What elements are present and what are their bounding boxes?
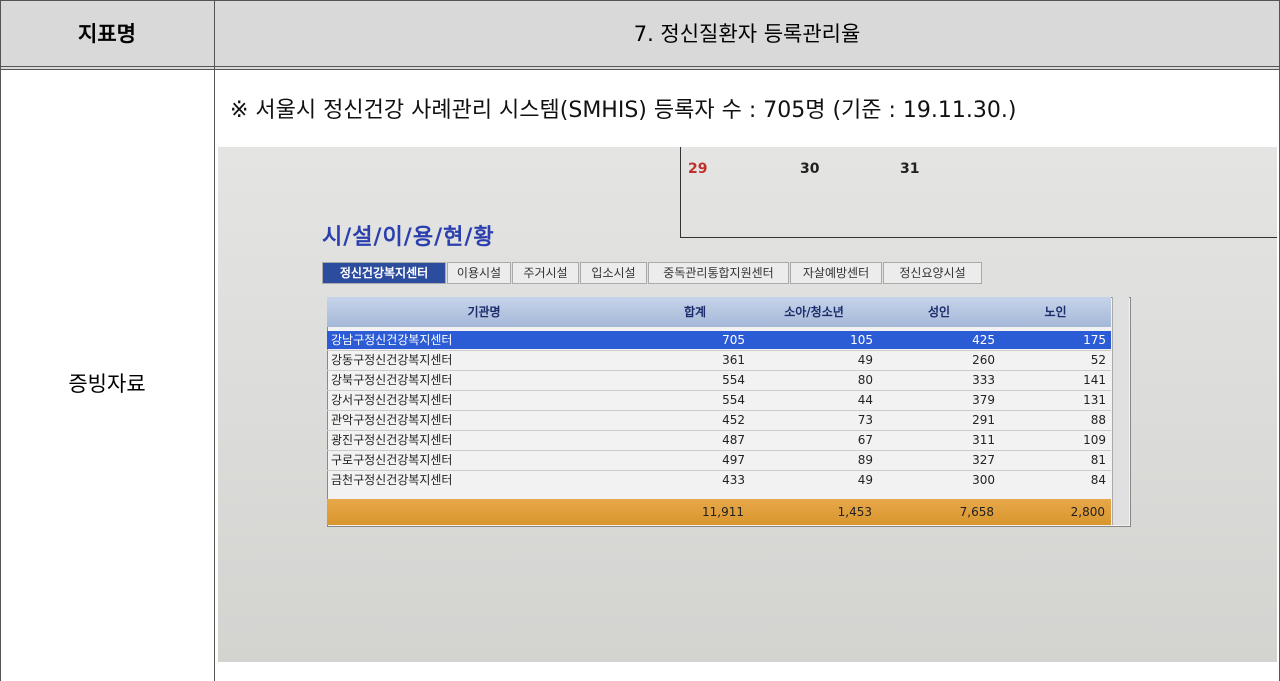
tab[interactable]: 중독관리통합지원센터 [648, 262, 789, 284]
table-cell: 554 [643, 391, 745, 410]
table-cell: 강남구정신건강복지센터 [331, 331, 635, 350]
table-cell: 52 [1003, 351, 1106, 370]
table-cell: 84 [1003, 471, 1106, 490]
row-line [327, 470, 1111, 471]
border [214, 0, 215, 681]
tab[interactable]: 자살예방센터 [790, 262, 882, 284]
table-cell: 80 [753, 371, 873, 390]
border [0, 66, 1280, 67]
table-cell: 327 [881, 451, 995, 470]
table-cell: 광진구정신건강복지센터 [331, 431, 635, 450]
table-cell: 433 [643, 471, 745, 490]
table-cell: 73 [753, 411, 873, 430]
table-cell: 175 [1003, 331, 1106, 350]
row-line [327, 450, 1111, 451]
table-cell: 291 [881, 411, 995, 430]
table-cell: 141 [1003, 371, 1106, 390]
table-cell: 49 [753, 351, 873, 370]
table-cell: 강동구정신건강복지센터 [331, 351, 635, 370]
table-cell: 강서구정신건강복지센터 [331, 391, 635, 410]
table-cell: 361 [643, 351, 745, 370]
table-cell: 497 [643, 451, 745, 470]
total-cell: 1,453 [750, 503, 872, 522]
table-cell: 67 [753, 431, 873, 450]
table-cell: 44 [753, 391, 873, 410]
scrollbar [1112, 297, 1129, 525]
row-line [327, 350, 1111, 351]
table-cell: 131 [1003, 391, 1106, 410]
tab[interactable]: 이용시설 [447, 262, 511, 284]
tab[interactable]: 정신요양시설 [883, 262, 982, 284]
page: 지표명 7. 정신질환자 등록관리율 증빙자료 ※ 서울시 정신건강 사례관리 … [0, 0, 1280, 681]
calendar-day: 30 [800, 161, 819, 177]
table-cell: 49 [753, 471, 873, 490]
table-cell: 구로구정신건강복지센터 [331, 451, 635, 470]
table-cell: 금천구정신건강복지센터 [331, 471, 635, 490]
table-cell: 300 [881, 471, 995, 490]
table-cell: 강북구정신건강복지센터 [331, 371, 635, 390]
table-cell: 88 [1003, 411, 1106, 430]
header-title: 7. 정신질환자 등록관리율 [214, 0, 1280, 66]
row-line [327, 430, 1111, 431]
caption: ※ 서울시 정신건강 사례관리 시스템(SMHIS) 등록자 수 : 705명 … [230, 92, 1016, 124]
column-header: 기관명 [328, 303, 640, 320]
column-header: 소아/청소년 [750, 303, 878, 320]
header-label: 지표명 [0, 0, 214, 66]
table-cell: 705 [643, 331, 745, 350]
table-cell: 554 [643, 371, 745, 390]
column-header: 합계 [640, 303, 750, 320]
row-line [327, 390, 1111, 391]
tab[interactable]: 정신건강복지센터 [322, 262, 446, 284]
border [0, 0, 1, 681]
row-line [327, 370, 1111, 371]
row-line [327, 410, 1111, 411]
total-cell: 2,800 [1000, 503, 1105, 522]
table-cell: 260 [881, 351, 995, 370]
table-cell: 81 [1003, 451, 1106, 470]
calendar-day: 29 [688, 161, 707, 177]
column-header: 성인 [878, 303, 1000, 320]
tab[interactable]: 입소시설 [580, 262, 647, 284]
table-cell: 311 [881, 431, 995, 450]
calendar-line [680, 237, 1277, 238]
total-cell: 7,658 [878, 503, 994, 522]
screen-title: 시/설/이/용/현/황 [322, 219, 495, 251]
table-cell: 105 [753, 331, 873, 350]
table-cell: 관악구정신건강복지센터 [331, 411, 635, 430]
table-cell: 109 [1003, 431, 1106, 450]
table-cell: 89 [753, 451, 873, 470]
total-cell: 11,911 [640, 503, 744, 522]
calendar-line [680, 147, 681, 237]
calendar-day: 31 [900, 161, 919, 177]
column-header: 노인 [1000, 303, 1111, 320]
table-cell: 333 [881, 371, 995, 390]
table-cell: 487 [643, 431, 745, 450]
body-label: 증빙자료 [0, 350, 214, 416]
table-cell: 425 [881, 331, 995, 350]
table-cell: 379 [881, 391, 995, 410]
table-cell: 452 [643, 411, 745, 430]
tab[interactable]: 주거시설 [512, 262, 579, 284]
